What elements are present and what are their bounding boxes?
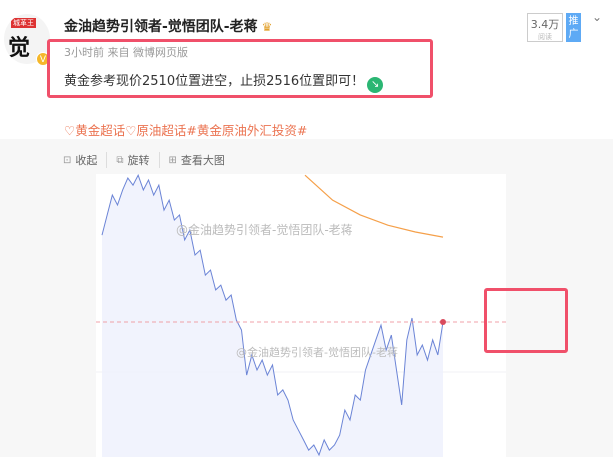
chart-left-margin: [86, 174, 96, 457]
price-area: [102, 175, 443, 457]
verified-icon: V: [36, 52, 50, 66]
trend-down-icon: ↘: [367, 77, 384, 93]
post-text: 黄金参考现价2510位置进空，止损2516位置即可！: [64, 74, 365, 89]
collapse-label: 收起: [75, 154, 98, 167]
chevron-down-icon[interactable]: ⌄: [592, 10, 603, 24]
collapse-button[interactable]: ⊡ 收起: [63, 152, 108, 168]
author-name-text[interactable]: 金油趋势引领者-觉悟团队-老蒋: [64, 19, 258, 35]
current-price-dot: [440, 319, 446, 326]
avatar-signature: 觉悟: [8, 35, 31, 61]
rotate-icon: ⧉: [116, 154, 124, 166]
author-name[interactable]: 金油趋势引领者-觉悟团队-老蒋 ♛: [64, 16, 272, 36]
highlight-box: [47, 39, 433, 98]
reads-label: 阅读: [538, 33, 552, 41]
view-large-icon: ⊞: [168, 154, 177, 166]
price-line: [101, 174, 444, 457]
avatar[interactable]: 城革王 觉悟: [4, 14, 50, 64]
topics-links[interactable]: ♡黄金超话♡原油超话#黄金原油外汇投资#: [64, 123, 308, 138]
reads-badge: 3.4万阅读: [527, 13, 563, 42]
watermark: @金油趋势引领者-觉悟团队-老蒋: [236, 345, 398, 359]
view-large-button[interactable]: ⊞ 查看大图: [169, 152, 234, 168]
watermark: @金油趋势引领者-觉悟团队-老蒋: [176, 222, 353, 237]
collapse-icon: ⊡: [63, 154, 72, 166]
moving-average-line: [304, 174, 444, 238]
post-content: 黄金参考现价2510位置进空，止损2516位置即可！ ↘: [64, 70, 384, 93]
image-toolbar: ⊡ 收起 ⧉ 旋转 ⊞ 查看大图: [63, 152, 243, 168]
promote-button[interactable]: 推广: [566, 13, 581, 42]
rotate-label: 旋转: [127, 154, 150, 167]
rotate-button[interactable]: ⧉ 旋转: [116, 152, 160, 168]
crown-icon: ♛: [261, 20, 273, 34]
price-highlight-box: [484, 288, 568, 353]
view-large-label: 查看大图: [180, 154, 225, 167]
post-meta: 3小时前 来自 微博网页版: [64, 46, 188, 59]
price-chart: @金油趋势引领者-觉悟团队-老蒋@金油趋势引领者-觉悟团队-老蒋2510.842…: [86, 174, 506, 457]
reads-count: 3.4万: [530, 18, 560, 31]
avatar-tag: 城革王: [11, 18, 36, 28]
